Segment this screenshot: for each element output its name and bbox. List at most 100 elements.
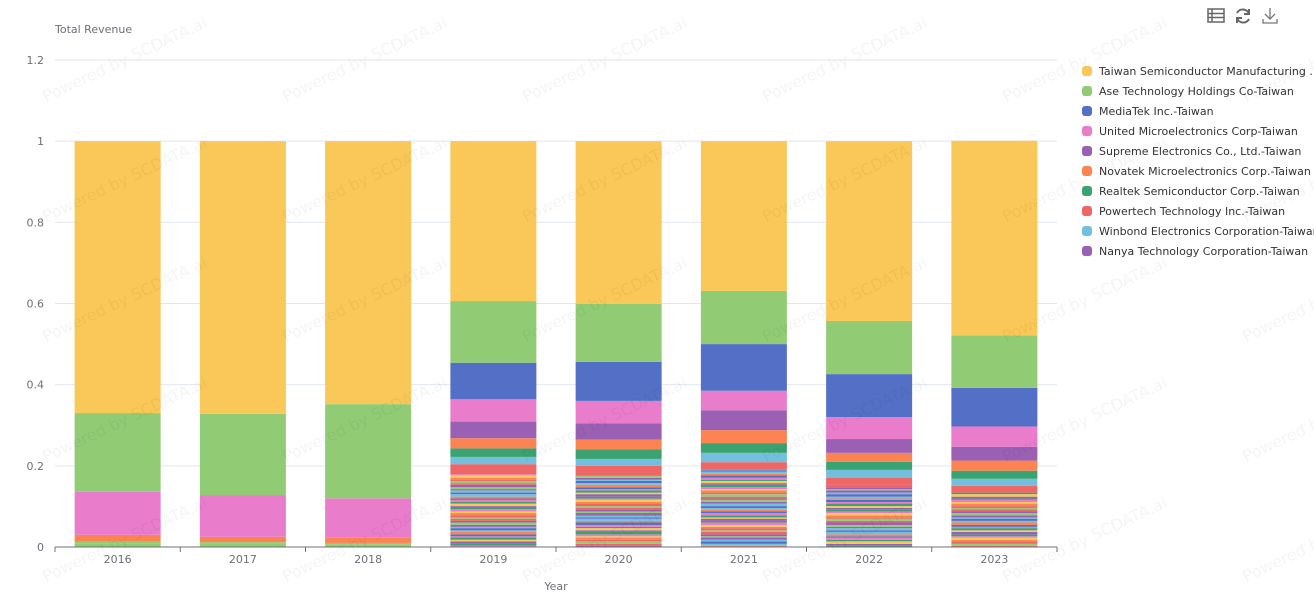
bar-segment-other	[951, 515, 1038, 518]
y-tick-label: 1	[37, 135, 44, 148]
bar-segment-other	[826, 489, 913, 491]
bar-segment-other	[450, 484, 537, 488]
legend-swatch	[1082, 246, 1092, 256]
bar-segment-other	[575, 528, 662, 531]
bar-segment-other	[575, 515, 662, 518]
bar-segment-other	[450, 487, 537, 490]
legend-item[interactable]: Winbond Electronics Corporation-Taiwan	[1082, 221, 1314, 241]
bar-segment-other	[951, 530, 1038, 532]
bar-segment-other	[575, 531, 662, 535]
bar-segment-other	[700, 517, 787, 519]
legend-item[interactable]: MediaTek Inc.-Taiwan	[1082, 101, 1314, 121]
bar-segment-other	[951, 520, 1038, 523]
bar-segment-other	[700, 537, 787, 540]
bar-segment-other	[575, 475, 662, 476]
download-icon[interactable]	[1260, 6, 1280, 26]
legend-label: Winbond Electronics Corporation-Taiwan	[1099, 224, 1314, 238]
bar-segment-other	[575, 513, 662, 516]
bar-segment-other	[450, 477, 537, 480]
bar-segment-other	[450, 518, 537, 521]
bar-segment-1	[700, 141, 787, 291]
bar-segment-other	[700, 520, 787, 523]
bar-segment-2	[325, 404, 412, 499]
bar-segment-other	[951, 507, 1038, 510]
legend-swatch	[1082, 186, 1092, 196]
bar-segment-other	[826, 543, 913, 546]
bar-segment-other	[700, 473, 787, 476]
bar-segment-other	[700, 498, 787, 500]
data-view-icon[interactable]	[1206, 6, 1226, 26]
bar-segment-2	[199, 413, 286, 496]
bar-segment-1	[826, 141, 913, 321]
legend-item[interactable]: Taiwan Semiconductor Manufacturing ...	[1082, 61, 1314, 81]
bar-segment-other	[575, 520, 662, 523]
bar-segment-other	[450, 530, 537, 532]
legend-item[interactable]: Powertech Technology Inc.-Taiwan	[1082, 201, 1314, 221]
bar-segment-9	[575, 458, 662, 466]
bar-segment-other	[700, 480, 787, 484]
bar-segment-other	[74, 541, 161, 544]
legend-item[interactable]: Supreme Electronics Co., Ltd.-Taiwan	[1082, 141, 1314, 161]
bar-segment-other	[826, 499, 913, 503]
bar-segment-6	[450, 438, 537, 449]
bar-segment-other	[199, 542, 286, 544]
legend-item[interactable]: United Microelectronics Corp-Taiwan	[1082, 121, 1314, 141]
bar-segment-other	[700, 489, 787, 491]
bar-segment-other	[575, 502, 662, 504]
bar-segment-other	[575, 494, 662, 497]
bar-segment-other	[325, 542, 412, 545]
bar-segment-other	[700, 515, 787, 518]
bar-segment-other	[575, 541, 662, 544]
bar-segment-3	[951, 387, 1038, 427]
bar-segment-other	[450, 489, 537, 491]
legend-swatch	[1082, 166, 1092, 176]
bar-segment-other	[74, 543, 161, 547]
y-tick-label: 0.4	[27, 379, 45, 392]
bar-segment-other	[826, 526, 913, 529]
bar-segment-other	[450, 534, 537, 537]
bar-segment-4	[951, 426, 1038, 447]
bar-segment-other	[575, 530, 662, 532]
bar-segment-other	[450, 520, 537, 523]
bar-segment-other	[700, 483, 787, 485]
bar-segment-other	[826, 531, 913, 535]
legend-label: Realtek Semiconductor Corp.-Taiwan	[1099, 184, 1300, 198]
bar-segment-other	[951, 492, 1038, 495]
bar-segment-other	[951, 526, 1038, 529]
bar-segment-other	[575, 524, 662, 527]
bar-segment-other	[826, 498, 913, 500]
bar-segment-other	[700, 494, 787, 497]
bar-segment-3	[826, 374, 913, 418]
bar-segment-other	[700, 507, 787, 510]
bar-segment-other	[575, 496, 662, 499]
bar-segment-4	[575, 400, 662, 424]
y-tick-label: 0.2	[27, 460, 45, 473]
bar-segment-5	[826, 439, 913, 453]
bar-segment-other	[575, 498, 662, 500]
bar-segment-other	[575, 539, 662, 542]
legend-item[interactable]: Nanya Technology Corporation-Taiwan	[1082, 241, 1314, 261]
bar-segment-other	[951, 531, 1038, 535]
bar-segment-other	[450, 517, 537, 519]
legend-item[interactable]: Ase Technology Holdings Co-Taiwan	[1082, 81, 1314, 101]
legend-item[interactable]: Realtek Semiconductor Corp.-Taiwan	[1082, 181, 1314, 201]
bar-segment-other	[199, 543, 286, 547]
bar-segment-other	[951, 522, 1038, 525]
refresh-icon[interactable]	[1233, 6, 1253, 26]
legend-swatch	[1082, 206, 1092, 216]
legend-item[interactable]: Novatek Microelectronics Corp.-Taiwan	[1082, 161, 1314, 181]
bar-segment-other	[700, 541, 787, 544]
bar-segment-other	[575, 484, 662, 488]
bar-segment-other	[826, 513, 913, 516]
bar-segment-6	[951, 460, 1038, 471]
bar-segment-other	[575, 483, 662, 485]
bar-segment-other	[951, 539, 1038, 542]
bar-segment-other	[575, 518, 662, 521]
legend-swatch	[1082, 86, 1092, 96]
bar-segment-other	[700, 526, 787, 529]
bar-segment-3	[450, 362, 537, 400]
bar-segment-other	[951, 537, 1038, 540]
bar-segment-other	[826, 502, 913, 504]
bar-segment-6	[199, 536, 286, 543]
